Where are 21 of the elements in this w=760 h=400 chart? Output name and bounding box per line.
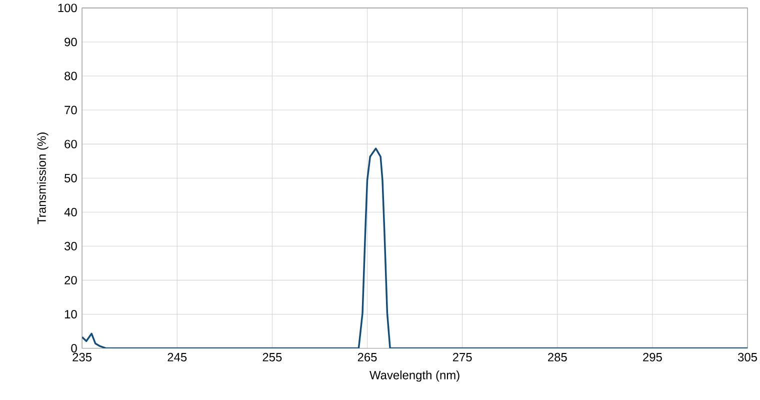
x-tick-label: 235 xyxy=(72,352,92,362)
y-tick-label: 50 xyxy=(64,174,77,182)
x-tick-label: 255 xyxy=(262,352,282,362)
y-tick-label: 40 xyxy=(64,208,77,216)
y-tick-label: 90 xyxy=(64,38,77,46)
y-tick-label: 30 xyxy=(64,242,77,250)
y-tick-label: 70 xyxy=(64,106,77,114)
y-tick-label: 20 xyxy=(64,276,77,284)
y-tick-label: 10 xyxy=(64,310,77,318)
x-tick-label: 295 xyxy=(643,352,662,362)
y-axis-title: Transmission (%) xyxy=(37,132,48,224)
x-tick-label: 285 xyxy=(548,352,567,362)
x-tick-label: 245 xyxy=(168,352,187,362)
x-tick-label: 265 xyxy=(358,352,377,362)
y-tick-label: 100 xyxy=(58,4,77,12)
y-tick-label: 60 xyxy=(64,140,77,148)
x-tick-label: 305 xyxy=(738,352,757,362)
y-tick-label: 80 xyxy=(64,72,77,80)
x-axis-title: Wavelength (nm) xyxy=(370,370,460,382)
x-tick-label: 275 xyxy=(452,352,472,362)
y-tick-label: 0 xyxy=(71,344,77,352)
